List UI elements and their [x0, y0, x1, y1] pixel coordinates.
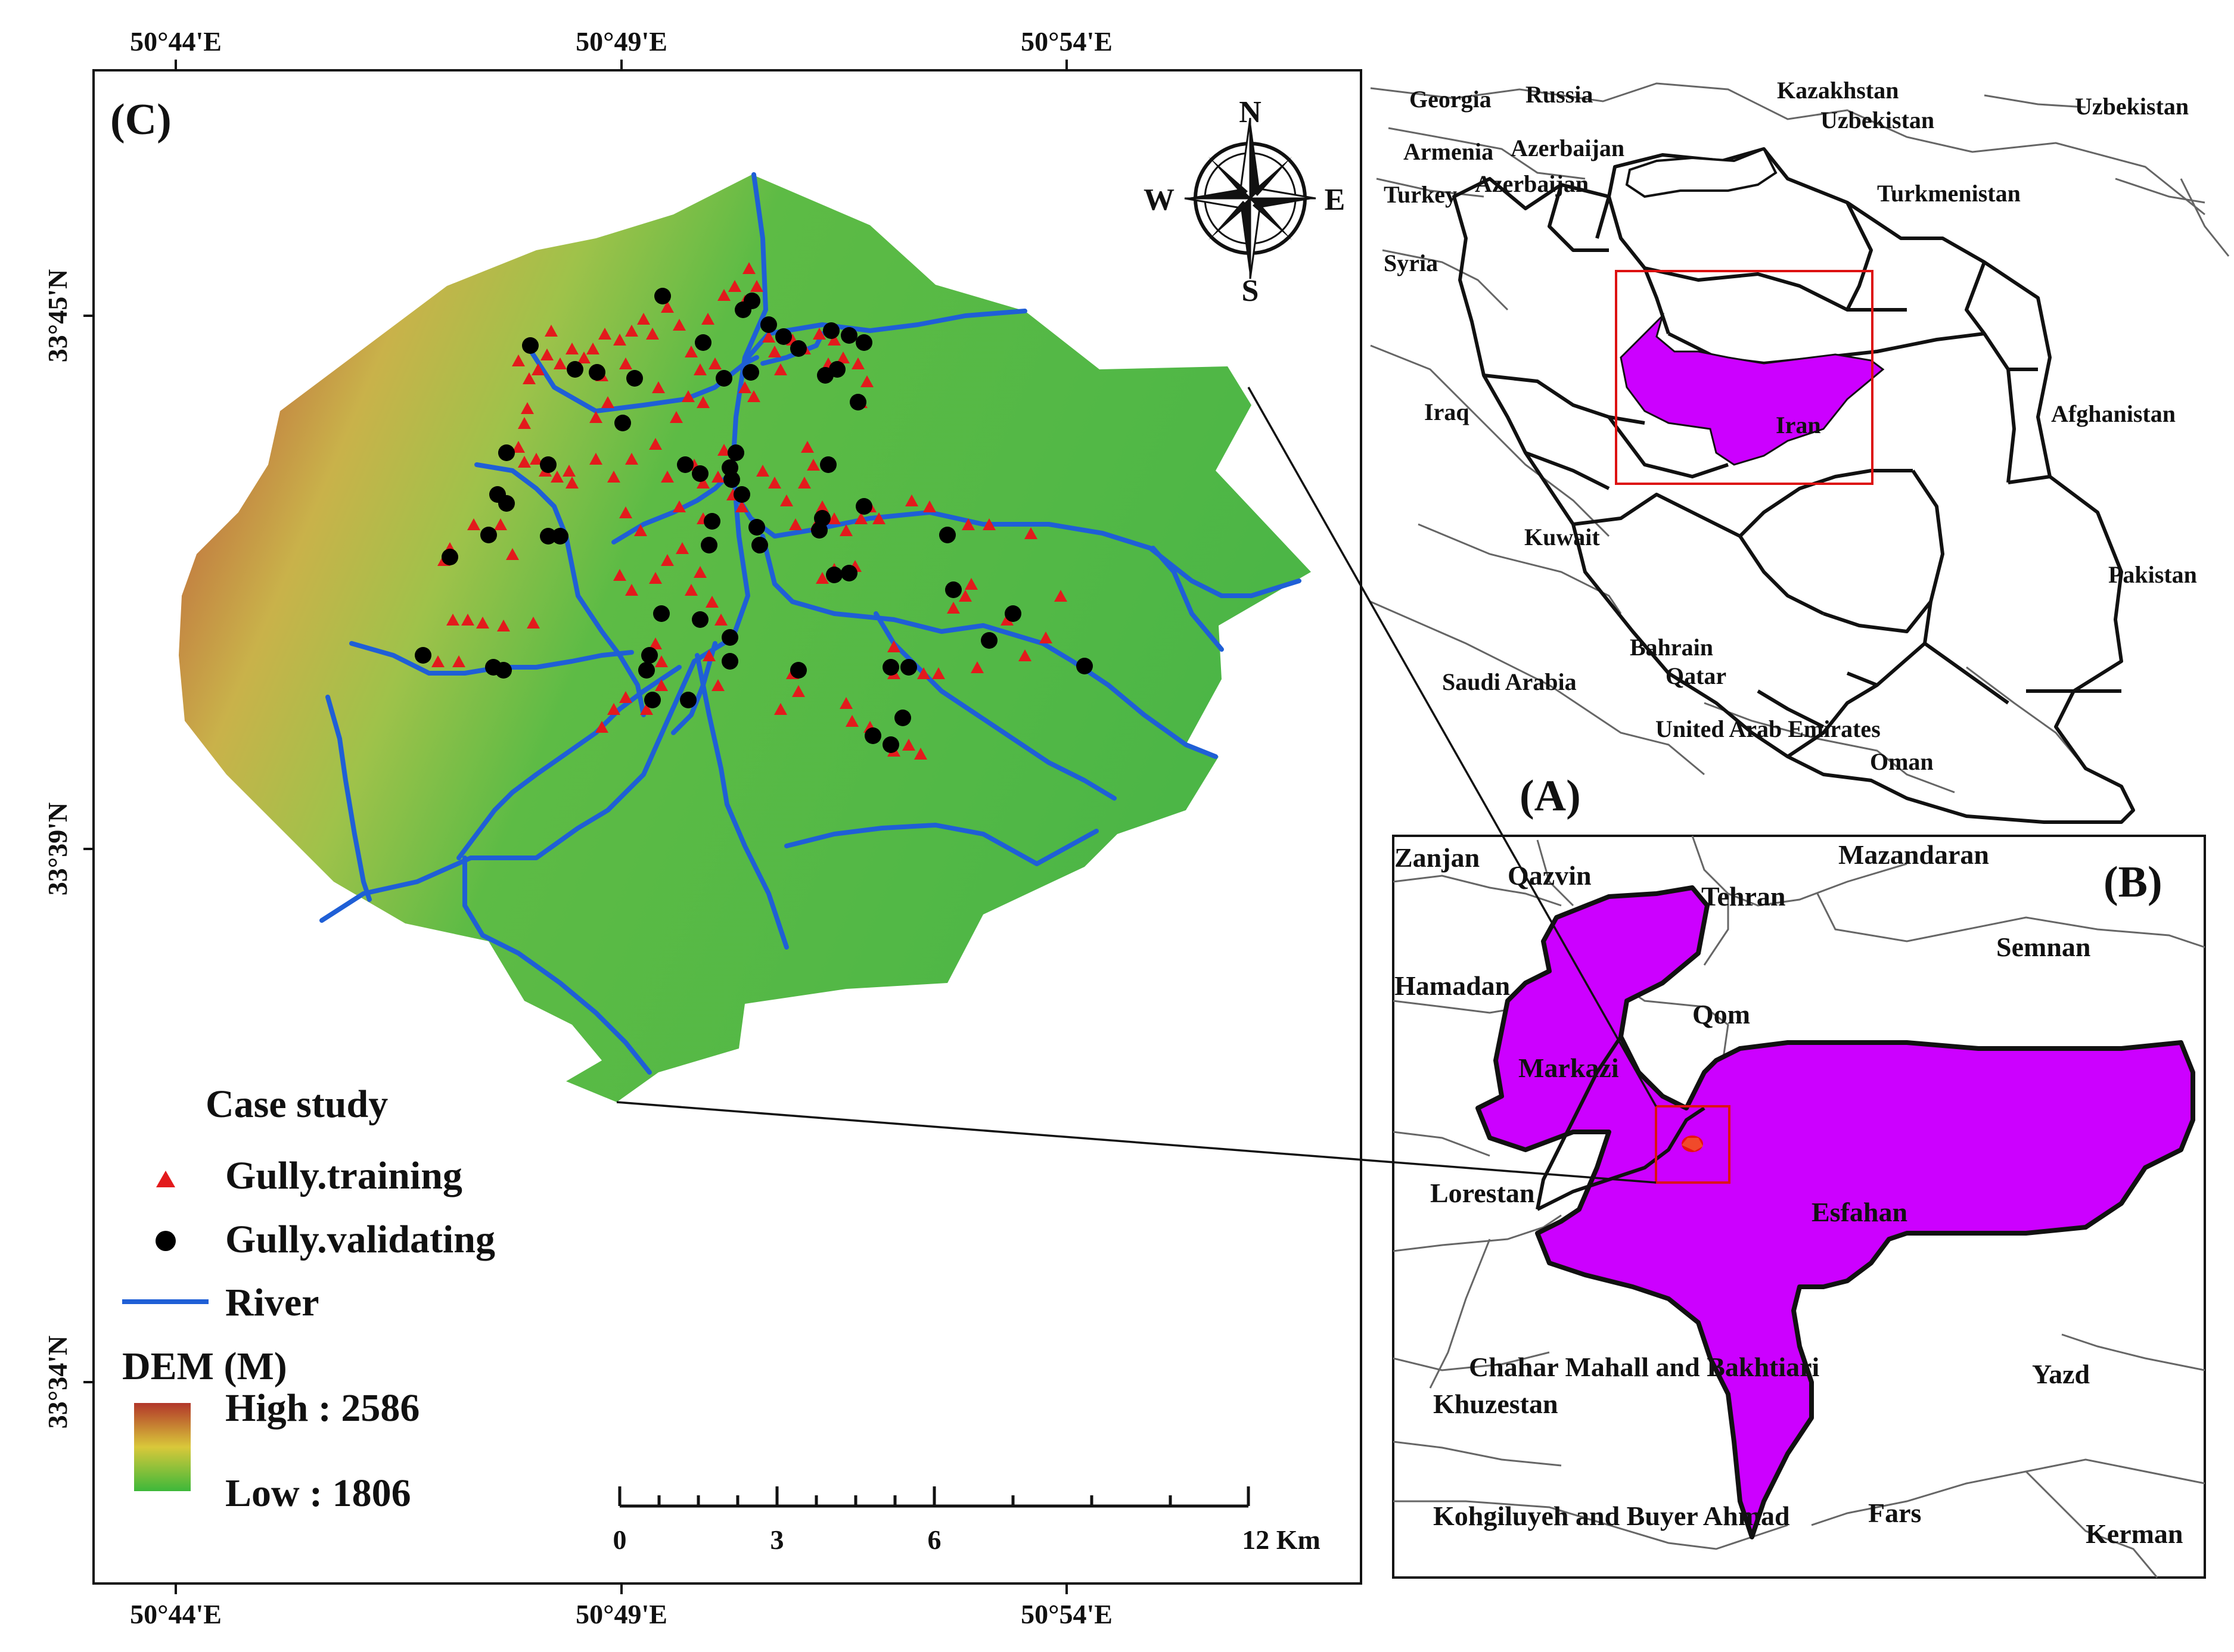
country-label-uzbekistan-2: Uzbekistan [1820, 107, 1934, 133]
left-coordinate-labels: 33°45'N 33°39'N 33°34'N [42, 269, 73, 1429]
country-label-azerbaijan-2: Azerbaijan [1475, 170, 1589, 197]
scale-label-12: 12 Km [1242, 1525, 1320, 1555]
coord-bottom-1: 50°44'E [130, 1599, 222, 1629]
country-label-turkmenistan: Turkmenistan [1877, 180, 2021, 207]
legend-dem-high: High : 2586 [225, 1386, 420, 1430]
coord-bottom-3: 50°54'E [1021, 1599, 1113, 1629]
country-label-kuwait: Kuwait [1524, 524, 1600, 550]
coord-left-2: 33°39'N [42, 802, 73, 895]
legend: Case study Gully.training Gully.validati… [122, 1082, 495, 1515]
province-label-chahar-mahall: Chahar Mahall and Bakhtiari [1469, 1352, 1820, 1382]
study-area-inset-frame [1655, 1105, 1730, 1184]
compass-east-label: E [1325, 183, 1346, 217]
top-coordinate-labels: 50°44'E 50°49'E 50°54'E [130, 26, 1113, 57]
panel-a-map: Georgia Russia Kazakhstan Uzbekistan Uzb… [1370, 77, 2230, 824]
province-label-esfahan: Esfahan [1812, 1197, 1907, 1227]
coord-top-3: 50°54'E [1021, 26, 1113, 57]
coord-left-1: 33°45'N [42, 269, 73, 362]
province-label-kohgiluyeh: Kohgiluyeh and Buyer Ahmad [1433, 1501, 1790, 1531]
country-label-qatar: Qatar [1666, 662, 1726, 689]
iran-highlight-region [1620, 312, 1885, 466]
country-label-pakistan: Pakistan [2108, 561, 2197, 588]
country-label-oman: Oman [1870, 748, 1934, 775]
gully-training-points [431, 262, 1067, 760]
study-area-dem [179, 175, 1311, 1102]
province-label-lorestan: Lorestan [1430, 1178, 1535, 1208]
country-label-armenia: Armenia [1403, 138, 1493, 165]
panel-b-map: Zanjan Qazvin Tehran Mazandaran Semnan H… [1393, 835, 2205, 1578]
gully-validating-points [415, 288, 1093, 753]
legend-river-label: River [225, 1281, 319, 1324]
country-label-kazakhstan: Kazakhstan [1777, 77, 1899, 104]
country-label-uzbekistan-1: Uzbekistan [2075, 93, 2189, 120]
coord-left-3: 33°34'N [42, 1336, 73, 1429]
coord-bottom-2: 50°49'E [576, 1599, 667, 1629]
legend-training-label: Gully.training [225, 1154, 462, 1197]
country-label-turkey: Turkey [1384, 181, 1457, 208]
country-label-iraq: Iraq [1424, 399, 1469, 425]
coord-top-2: 50°49'E [576, 26, 667, 57]
province-label-qom: Qom [1692, 999, 1750, 1029]
province-label-zanjan: Zanjan [1394, 842, 1480, 873]
scale-label-3: 3 [770, 1525, 784, 1555]
province-label-hamadan: Hamadan [1394, 970, 1510, 1001]
bottom-coordinate-labels: 50°44'E 50°49'E 50°54'E [130, 1599, 1113, 1629]
scale-label-6: 6 [928, 1525, 942, 1555]
legend-title: Case study [206, 1082, 388, 1126]
north-arrow-icon [1184, 117, 1316, 279]
legend-validating-symbol [156, 1231, 176, 1251]
panel-c-label: (C) [110, 95, 172, 144]
country-label-bahrain: Bahrain [1630, 634, 1713, 661]
panel-a-label: (A) [1520, 771, 1581, 820]
top-coordinate-ticks [83, 60, 1068, 1594]
compass-west-label: W [1144, 183, 1175, 217]
legend-dem-ramp [134, 1403, 191, 1491]
legend-dem-low: Low : 1806 [225, 1471, 411, 1515]
panel-b-label: (B) [2103, 858, 2162, 907]
province-label-kerman: Kerman [2086, 1519, 2183, 1549]
province-label-khuzestan: Khuzestan [1433, 1389, 1558, 1419]
iran-inset-frame [1615, 270, 1873, 485]
country-label-uae: United Arab Emirates [1655, 715, 1881, 742]
coord-top-1: 50°44'E [130, 26, 222, 57]
country-label-syria: Syria [1384, 250, 1438, 276]
inset-connector-lines [616, 387, 1657, 1184]
legend-validating-label: Gully.validating [225, 1218, 495, 1261]
compass-north-label: N [1239, 95, 1262, 129]
province-label-mazandaran: Mazandaran [1838, 839, 1989, 870]
country-label-iran: Iran [1776, 412, 1821, 438]
province-label-markazi: Markazi [1518, 1053, 1619, 1083]
rivers [319, 172, 1301, 1075]
country-label-georgia: Georgia [1409, 86, 1492, 113]
country-label-afghanistan: Afghanistan [2051, 400, 2176, 427]
scale-bar [618, 1486, 1250, 1508]
province-label-yazd: Yazd [2032, 1359, 2090, 1389]
legend-training-symbol [156, 1171, 175, 1187]
country-label-saudi-arabia: Saudi Arabia [1442, 668, 1577, 695]
province-label-semnan: Semnan [1996, 932, 2090, 962]
legend-dem-title: DEM (M) [122, 1345, 287, 1388]
province-label-tehran: Tehran [1701, 881, 1785, 911]
province-label-fars: Fars [1868, 1498, 1921, 1528]
compass-south-label: S [1242, 274, 1259, 308]
country-label-russia: Russia [1525, 81, 1593, 108]
province-label-qazvin: Qazvin [1508, 860, 1592, 891]
study-area-marker-edge [1682, 1138, 1703, 1151]
province-highlight-region [1475, 885, 2195, 1539]
country-label-azerbaijan-1: Azerbaijan [1511, 135, 1624, 161]
scale-label-0: 0 [613, 1525, 627, 1555]
